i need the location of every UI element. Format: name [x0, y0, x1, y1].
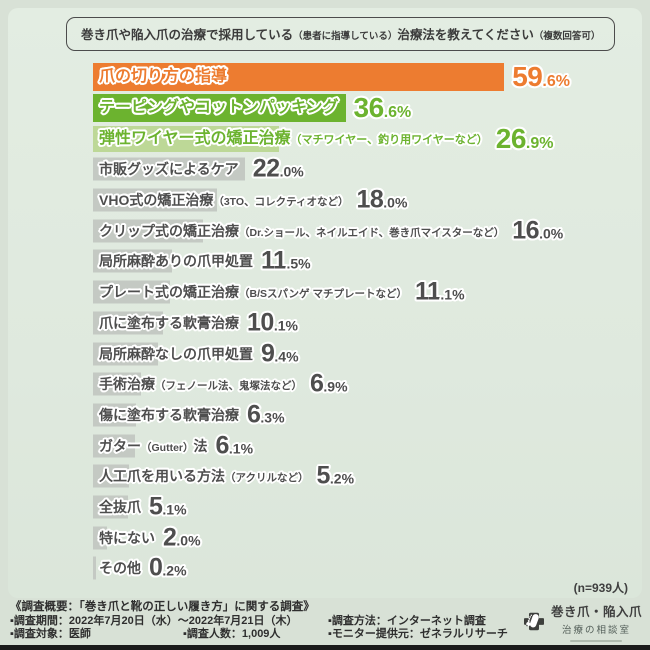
brand-logo: 巻き爪・陥入爪 治療の相談室 — [524, 599, 642, 644]
bar-fill — [93, 403, 137, 427]
bar-value: 11.1% — [414, 277, 465, 306]
bar-row: ガター（Gutter）法 6.1% — [93, 430, 636, 461]
bar-value: 0.2% — [149, 553, 187, 582]
bar-fill — [93, 157, 245, 181]
chart-panel: 巻き爪や陥入爪の治療で採用している（患者に指導している）治療法を教えてください（… — [8, 8, 642, 598]
bar-label: VHO式の矯正治療（3TO、コレクティオなど） — [99, 191, 349, 208]
bar-fill — [93, 311, 163, 335]
survey-footer: 《調査概要：「巻き爪と靴の正しい履き方」に関する調査》 ▪調査期間：2022年7… — [10, 601, 530, 642]
bar-label: ガター（Gutter）法 — [99, 437, 208, 454]
bar-row: その他 0.2% — [93, 553, 636, 584]
bar-chart: 爪の切り方の指導 59.6% テーピングやコットンパッキング 36.6% 弾性ワ… — [93, 62, 636, 584]
bar-row: 特にない 2.0% — [93, 522, 636, 553]
bar-label: 人工爪を用いる方法（アクリルなど） — [99, 468, 309, 485]
bar-fill — [93, 219, 204, 243]
bar-row: VHO式の矯正治療（3TO、コレクティオなど） 18.0% — [93, 185, 636, 216]
bar-value: 36.6% — [353, 92, 412, 124]
bar-fill — [93, 464, 129, 488]
bar-value: 5.2% — [316, 461, 355, 490]
bar-value: 16.0% — [512, 216, 564, 245]
bar-label: 局所麻酔なしの爪甲処置 — [99, 345, 253, 362]
bar-value: 22.0% — [252, 154, 304, 183]
bar-value: 9.4% — [261, 339, 299, 368]
bar-row: 爪に塗布する軟膏治療 10.1% — [93, 308, 636, 339]
bar-row: テーピングやコットンパッキング 36.6% — [93, 93, 636, 124]
bar-value: 6.9% — [310, 369, 348, 398]
bar-fill — [93, 63, 505, 92]
survey-method: ▪調査方法：インターネット調査 — [328, 614, 486, 627]
bar-row: 局所麻酔なしの爪甲処置 9.4% — [93, 338, 636, 369]
bar-row: 爪の切り方の指導 59.6% — [93, 62, 636, 93]
bar-label: 局所麻酔ありの爪甲処置 — [99, 253, 253, 270]
survey-count: ▪調査人数：1,009人 — [183, 628, 281, 640]
bar-fill — [93, 556, 96, 580]
bar-label: 全抜爪 — [99, 498, 141, 515]
bar-label: 傷に塗布する軟膏治療 — [99, 406, 239, 423]
bar-fill — [93, 342, 158, 366]
bar-fill — [93, 434, 136, 458]
bar-value: 11.5% — [261, 246, 311, 275]
bar-label: 市販グッズによるケア — [99, 161, 239, 178]
bar-label: テーピングやコットンパッキング — [99, 99, 339, 117]
bar-value: 26.9% — [495, 122, 554, 154]
bar-label: その他 — [99, 560, 141, 577]
sample-size-label: (n=939人) — [573, 581, 628, 595]
bar-row: 人工爪を用いる方法（アクリルなど） 5.2% — [93, 461, 636, 492]
survey-overview-heading: 《調査概要：「巻き爪と靴の正しい履き方」に関する調査》 — [10, 601, 315, 613]
bar-row: 手術治療（フェノール法、鬼塚法など） 6.9% — [93, 369, 636, 400]
question-note: （患者に指導している） — [293, 31, 398, 42]
bar-value: 2.0% — [163, 523, 201, 552]
bar-row: 傷に塗布する軟膏治療 6.3% — [93, 400, 636, 431]
question-text: 巻き爪や陥入爪の治療で採用している — [81, 28, 294, 42]
bar-fill — [93, 249, 173, 273]
bar-fill — [93, 526, 107, 550]
bar-label: 爪に塗布する軟膏治療 — [99, 314, 239, 331]
question-text-2: 治療法を教えてください — [397, 28, 534, 42]
bar-row: クリップ式の矯正治療（Dr.ショール、ネイルエイド、巻き爪マイスターなど） 16… — [93, 215, 636, 246]
survey-monitor: ▪モニター提供元：ゼネラルリサーチ — [328, 628, 508, 640]
question-note-2: （複数回答可） — [533, 31, 601, 42]
bar-fill — [93, 495, 129, 519]
bar-fill — [93, 94, 346, 123]
bar-fill — [93, 125, 279, 152]
bar-fill — [93, 372, 141, 396]
foot-cross-icon — [524, 612, 544, 631]
bar-label: 手術治療（フェノール法、鬼塚法など） — [99, 375, 302, 392]
bar-row: 弾性ワイヤー式の矯正治療（マチワイヤー、釣り用ワイヤーなど） 26.9% — [93, 123, 636, 154]
bottom-bar — [0, 645, 650, 650]
survey-period: ▪調査期間：2022年7月20日（水）～2022年7月21日（木） — [10, 614, 298, 627]
bar-fill — [93, 280, 170, 304]
bar-value: 6.1% — [215, 431, 254, 460]
logo-tagline — [570, 639, 623, 643]
logo-subtitle: 治療の相談室 — [561, 625, 631, 636]
bar-value: 10.1% — [247, 308, 298, 337]
bar-label: クリップ式の矯正治療（Dr.ショール、ネイルエイド、巻き爪マイスターなど） — [99, 222, 505, 239]
bar-label: 爪の切り方の指導 — [99, 68, 228, 86]
bar-row: プレート式の矯正治療（B/Sスパンゲ マチプレートなど） 11.1% — [93, 277, 636, 308]
logo-title: 巻き爪・陥入爪 — [550, 604, 642, 619]
survey-question-box: 巻き爪や陥入爪の治療で採用している（患者に指導している）治療法を教えてください（… — [66, 17, 616, 51]
bar-fill — [93, 188, 218, 212]
bar-value: 18.0% — [356, 185, 408, 214]
bar-value: 59.6% — [512, 61, 570, 93]
bar-row: 全抜爪 5.1% — [93, 492, 636, 523]
bar-label: プレート式の矯正治療（B/Sスパンゲ マチプレートなど） — [99, 283, 407, 300]
bar-label: 弾性ワイヤー式の矯正治療（マチワイヤー、釣り用ワイヤーなど） — [99, 129, 488, 147]
bar-row: 市販グッズによるケア 22.0% — [93, 154, 636, 185]
bar-value: 6.3% — [247, 400, 285, 429]
bar-label: 特にない — [99, 529, 155, 546]
bar-value: 5.1% — [149, 492, 187, 521]
bar-row: 局所麻酔ありの爪甲処置 11.5% — [93, 246, 636, 277]
logo-text: 巻き爪・陥入爪 治療の相談室 — [551, 601, 642, 643]
survey-target: ▪調査対象：医師 — [10, 628, 91, 640]
